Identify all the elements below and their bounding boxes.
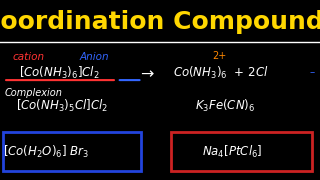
Text: $[Co(H_2O)_6]\ Br_3$: $[Co(H_2O)_6]\ Br_3$: [3, 144, 90, 160]
Text: $[Co(NH_3)_5Cl]Cl_2$: $[Co(NH_3)_5Cl]Cl_2$: [16, 98, 108, 114]
Text: $\rightarrow$: $\rightarrow$: [137, 65, 155, 80]
Bar: [3, 132, 141, 171]
Text: Complexion: Complexion: [5, 88, 62, 98]
Text: –: –: [309, 67, 315, 77]
Text: cation: cation: [13, 52, 45, 62]
Bar: [171, 132, 312, 171]
Text: Coordination Compounds: Coordination Compounds: [0, 10, 320, 34]
Text: $[Co(NH_3)_6]Cl_2$: $[Co(NH_3)_6]Cl_2$: [19, 65, 100, 81]
Text: 2+: 2+: [212, 51, 226, 61]
Text: Anion: Anion: [80, 52, 109, 62]
Text: $Co(NH_3)_6$  $+$ $2Cl$: $Co(NH_3)_6$ $+$ $2Cl$: [173, 65, 268, 81]
Text: $K_3Fe(CN)_6$: $K_3Fe(CN)_6$: [196, 98, 256, 114]
Text: $Na_4[PtCl_6]$: $Na_4[PtCl_6]$: [202, 144, 262, 160]
